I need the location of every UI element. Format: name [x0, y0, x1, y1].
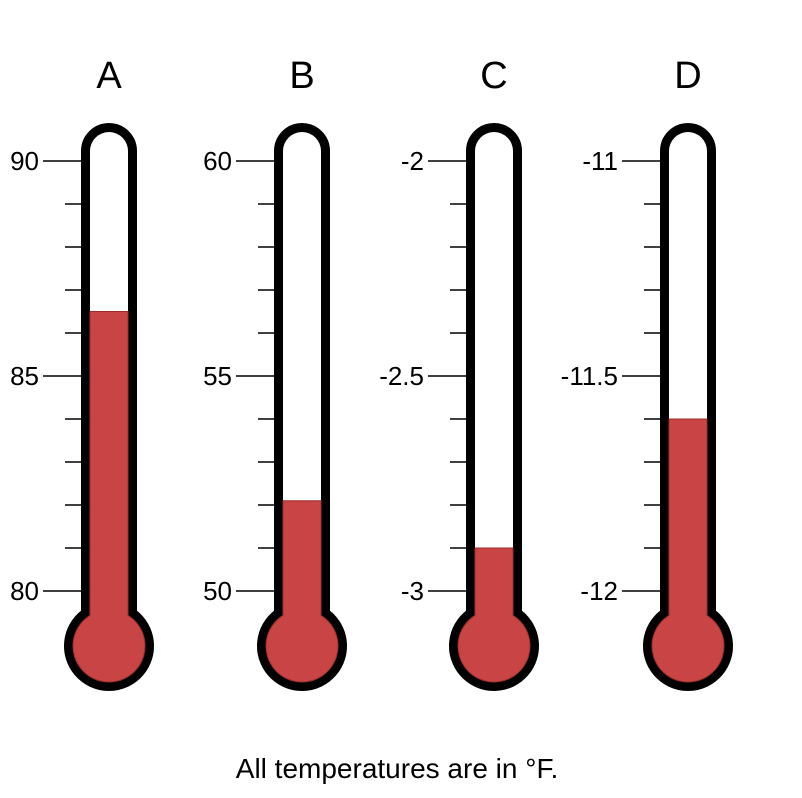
tick-label: -2.5 — [379, 361, 424, 391]
tick-label: 50 — [203, 576, 232, 606]
tick-label: -12 — [580, 576, 618, 606]
mercury-level — [265, 500, 339, 683]
tick-label: -3 — [401, 576, 424, 606]
tick-label: 90 — [10, 146, 39, 176]
thermometer-label: B — [289, 55, 314, 97]
tick-label: 85 — [10, 361, 39, 391]
thermometer-b: B 60 55 50 — [203, 55, 347, 691]
tick-label: -11.5 — [561, 361, 618, 391]
thermometer-label: C — [480, 55, 507, 97]
thermometer-d: D -11 -11.5 -12 — [561, 55, 733, 691]
thermometer-tube — [458, 132, 531, 682]
thermometer-c: C -2 -2.5 -3 — [379, 55, 539, 691]
caption: All temperatures are in °F. — [236, 753, 558, 784]
tick-label: 80 — [10, 576, 39, 606]
tick-label: 55 — [203, 361, 232, 391]
tick-label: -11 — [582, 146, 618, 176]
mercury-level — [72, 311, 146, 683]
mercury-level — [457, 547, 531, 683]
tick-label: 60 — [203, 146, 232, 176]
thermometer-label: D — [674, 55, 701, 97]
thermometer-a: A 90 85 80 — [10, 55, 154, 691]
tick-label: -2 — [401, 146, 424, 176]
mercury-level — [651, 418, 725, 683]
thermometer-label: A — [96, 55, 122, 97]
